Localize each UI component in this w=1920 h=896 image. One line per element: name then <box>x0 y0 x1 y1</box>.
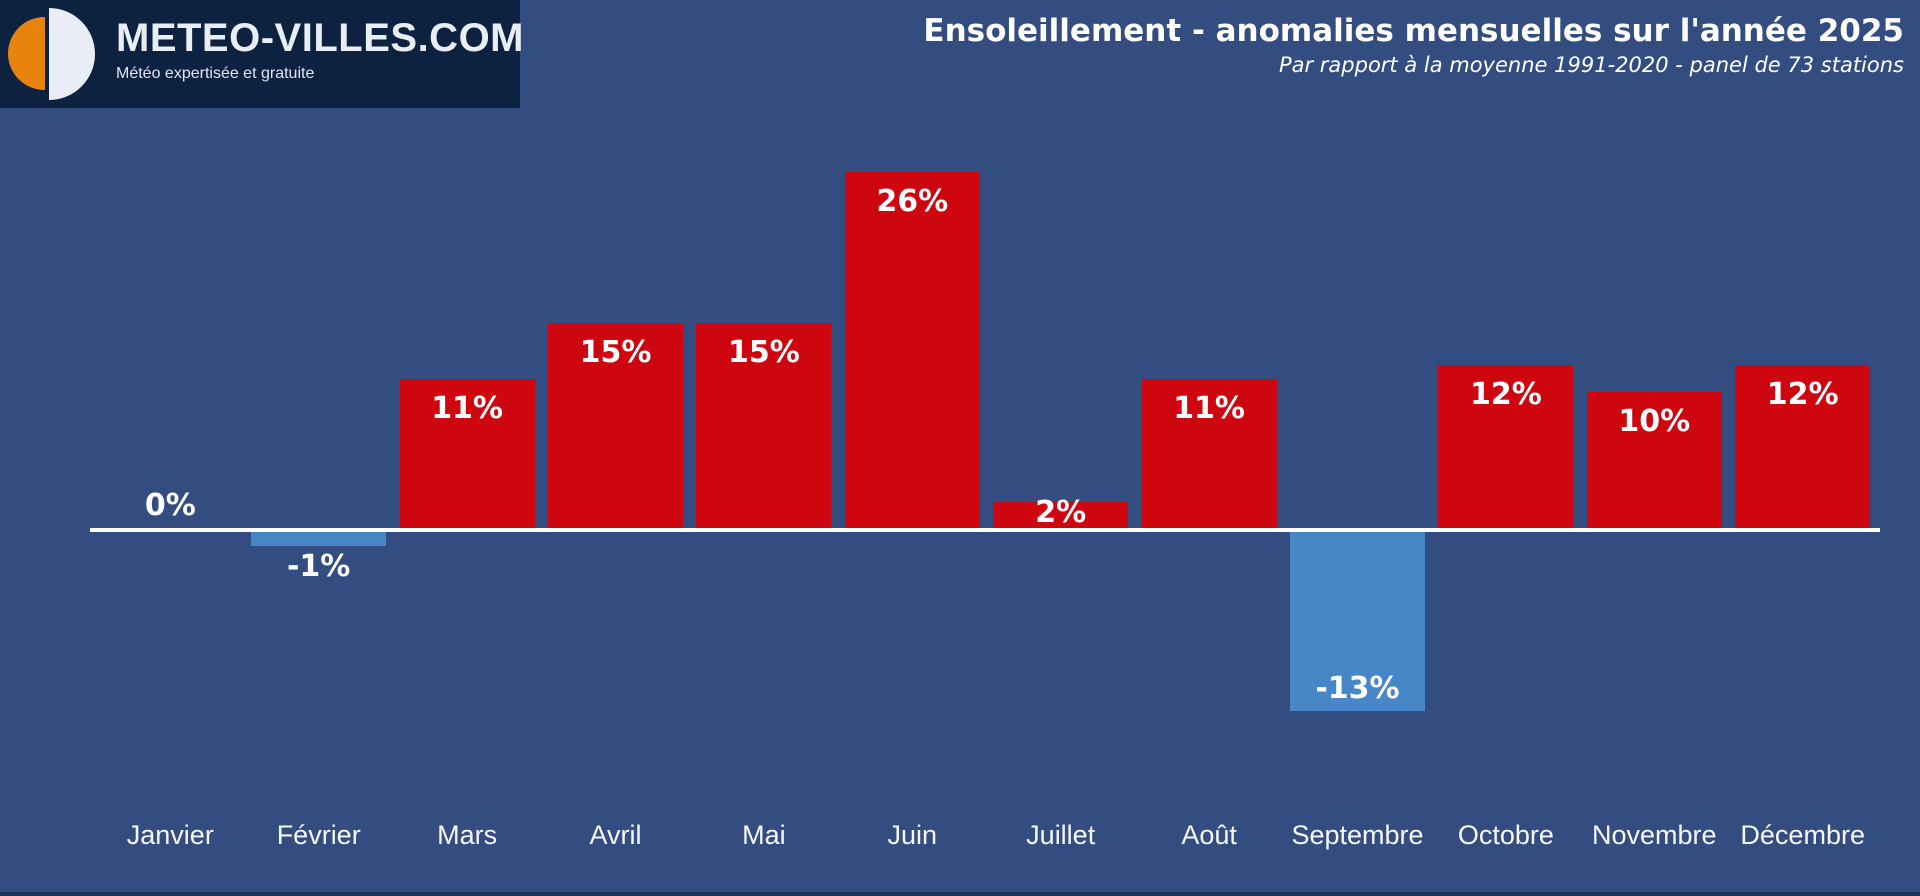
month-label-juillet: Juillet <box>1026 820 1096 850</box>
month-label-janvier: Janvier <box>126 820 214 850</box>
month-label-août: Août <box>1181 820 1237 850</box>
chart-bar-octobre <box>1438 364 1574 530</box>
logo-white-half-circle-icon <box>49 8 95 100</box>
bar-value-label: 10% <box>1618 404 1691 440</box>
page-title: Ensoleillement - anomalies mensuelles su… <box>923 13 1904 49</box>
chart-bar-août <box>1141 378 1277 530</box>
bar-value-label: 15% <box>727 335 800 371</box>
month-label-juin: Juin <box>887 820 938 850</box>
zero-baseline <box>90 528 1880 532</box>
bar-value-label: -13% <box>1315 671 1400 706</box>
chart-bar-juillet <box>993 502 1129 530</box>
logo-orange-half-circle-icon <box>8 17 45 90</box>
bottom-edge-strip <box>0 892 1920 896</box>
meteo-villes-logo-icon <box>0 0 110 108</box>
logo-title: METEO-VILLES.COM <box>116 16 524 60</box>
logo: METEO-VILLES.COM Météo expertisée et gra… <box>0 0 524 108</box>
month-label-avril: Avril <box>589 820 642 850</box>
chart-bar-novembre <box>1586 392 1722 530</box>
page-subtitle: Par rapport à la moyenne 1991-2020 - pan… <box>1278 53 1904 77</box>
bar-value-label: 12% <box>1469 376 1542 412</box>
chart-bar-septembre <box>1290 532 1425 711</box>
bar-value-label: 0% <box>144 488 196 523</box>
bar-value-label: -1% <box>286 548 351 584</box>
header-titles: Ensoleillement - anomalies mensuelles su… <box>923 12 1904 78</box>
bar-value-label: 26% <box>876 183 949 219</box>
month-label-novembre: Novembre <box>1592 820 1717 850</box>
chart-bar-mars <box>399 378 535 530</box>
bar-value-label: 11% <box>1173 390 1245 426</box>
chart-bar-décembre <box>1735 364 1871 530</box>
month-label-décembre: Décembre <box>1740 820 1865 850</box>
month-label-février: Février <box>276 820 361 850</box>
chart-bar-mai <box>696 323 832 530</box>
month-label-octobre: Octobre <box>1457 820 1554 850</box>
chart-bar-juin <box>844 171 980 530</box>
bar-value-label: 12% <box>1766 376 1839 412</box>
month-label-mars: Mars <box>437 820 498 850</box>
logo-subtitle: Météo expertisée et gratuite <box>116 65 315 82</box>
chart-bar-février <box>251 532 387 546</box>
bar-value-label: 15% <box>579 335 652 371</box>
month-label-septembre: Septembre <box>1291 820 1424 850</box>
bar-value-label: 11% <box>431 390 503 426</box>
bar-value-label: 2% <box>1035 495 1087 531</box>
chart-bar-avril <box>548 323 683 530</box>
month-label-mai: Mai <box>742 820 786 850</box>
